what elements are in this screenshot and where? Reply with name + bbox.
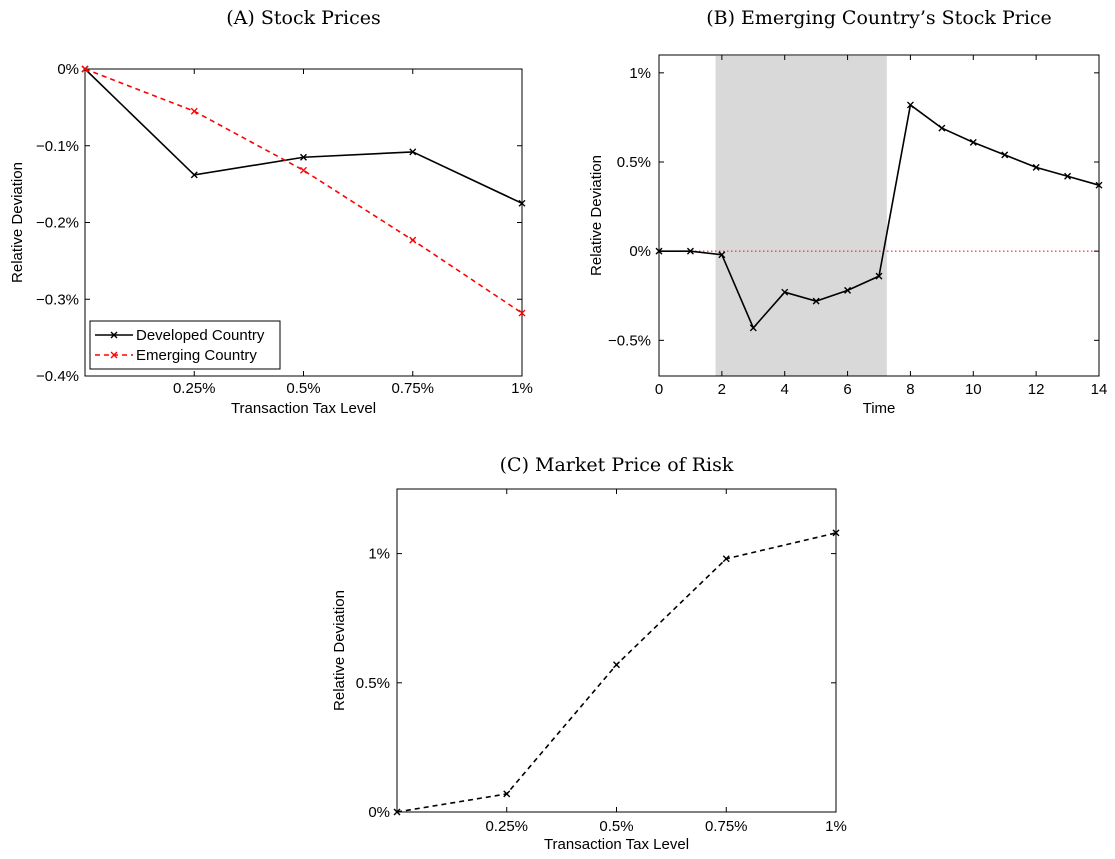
- data-point-marker: [844, 286, 852, 294]
- y-tick-label: 0%: [629, 243, 651, 260]
- x-tick-label: 0.5%: [599, 818, 633, 835]
- axes-box: [396, 488, 837, 813]
- data-point-marker: [81, 65, 89, 73]
- x-tick-label: 8: [906, 381, 914, 398]
- legend-label: Developed Country: [136, 327, 265, 344]
- x-tick-label: 6: [843, 381, 851, 398]
- axes-box: [658, 54, 1100, 377]
- y-axis-label: Relative Deviation: [588, 155, 605, 276]
- data-point-marker: [300, 153, 307, 161]
- data-point-marker: [749, 324, 757, 332]
- legend-box: [89, 320, 281, 370]
- series-line-1: [84, 68, 523, 314]
- series-line-0: [84, 68, 523, 205]
- x-tick-label: 14: [1091, 381, 1108, 398]
- data-point-marker: [686, 247, 694, 255]
- x-tick-label: 4: [781, 381, 789, 398]
- x-tick-label: 10: [965, 381, 982, 398]
- x-tick-label: 0: [655, 381, 663, 398]
- data-point-marker: [190, 107, 198, 115]
- data-point-marker: [393, 808, 401, 816]
- data-point-marker: [613, 661, 620, 669]
- y-axis-label: Relative Deviation: [331, 590, 348, 711]
- x-axis-label: Transaction Tax Level: [231, 400, 376, 417]
- y-tick-label: 0.5%: [617, 154, 651, 171]
- legend-label: Emerging Country: [136, 347, 257, 364]
- chart-title: (C) Market Price of Risk: [500, 454, 734, 476]
- x-tick-label: 0.5%: [286, 380, 320, 397]
- data-point-marker: [503, 790, 511, 798]
- y-tick-label: 1%: [629, 65, 651, 82]
- data-point-marker: [409, 236, 417, 244]
- chart-title: (A) Stock Prices: [226, 7, 380, 29]
- data-point-marker: [722, 555, 730, 563]
- data-point-marker: [518, 309, 526, 317]
- data-point-marker: [655, 247, 663, 255]
- x-tick-label: 0.25%: [485, 818, 528, 835]
- y-tick-label: 0%: [57, 61, 79, 78]
- data-point-marker: [969, 138, 977, 146]
- series-line-0: [396, 532, 837, 813]
- chart-panel-0: 0.25% 0.5% 0.75% 1% 0% −0.1% −0.2% −0.3% −0.4% (A…: [9, 7, 533, 417]
- data-point-marker: [906, 101, 914, 109]
- data-point-marker: [409, 148, 417, 156]
- chart-panel-1: 0 2 4 6 8 10 12 14 1% 0.5% 0% −0.5% (B) Emerging Cou…: [588, 7, 1107, 417]
- y-tick-label: 1%: [368, 546, 390, 563]
- y-axis-label: Relative Deviation: [9, 162, 26, 283]
- x-tick-label: 1%: [511, 380, 533, 397]
- y-tick-label: 0.5%: [356, 675, 390, 692]
- x-tick-label: 0.75%: [705, 818, 748, 835]
- data-point-marker: [1032, 163, 1040, 171]
- data-point-marker: [832, 529, 840, 537]
- x-axis-label: Transaction Tax Level: [544, 836, 689, 853]
- data-point-marker: [812, 297, 820, 305]
- data-point-marker: [1064, 172, 1072, 180]
- legend-marker: [110, 351, 118, 359]
- data-point-marker: [1001, 151, 1009, 159]
- y-tick-label: −0.4%: [36, 368, 79, 385]
- x-tick-label: 2: [718, 381, 726, 398]
- legend: Developed Country Emerging Country: [89, 320, 281, 370]
- chart-title: (B) Emerging Country’s Stock Price: [706, 7, 1052, 29]
- x-axis-label: Time: [863, 400, 896, 417]
- data-point-marker: [781, 288, 789, 296]
- legend-marker: [110, 331, 118, 339]
- x-tick-label: 1%: [825, 818, 847, 835]
- y-tick-label: −0.1%: [36, 138, 79, 155]
- data-point-marker: [938, 124, 946, 132]
- shaded-region: [715, 56, 887, 376]
- data-point-marker: [1095, 181, 1103, 189]
- x-tick-label: 0.75%: [391, 380, 434, 397]
- data-point-marker: [300, 166, 307, 174]
- chart-panel-2: 0.25% 0.5% 0.75% 1% 0% 0.5% 1% (C) Market Price…: [331, 454, 847, 853]
- data-point-marker: [718, 251, 726, 259]
- data-point-marker: [190, 171, 198, 179]
- y-tick-label: −0.5%: [608, 332, 651, 349]
- data-point-marker: [875, 272, 883, 280]
- y-tick-label: 0%: [368, 804, 390, 821]
- y-tick-label: −0.3%: [36, 291, 79, 308]
- data-point-marker: [518, 199, 526, 207]
- x-tick-label: 0.25%: [173, 380, 216, 397]
- y-tick-label: −0.2%: [36, 215, 79, 232]
- x-tick-label: 12: [1028, 381, 1045, 398]
